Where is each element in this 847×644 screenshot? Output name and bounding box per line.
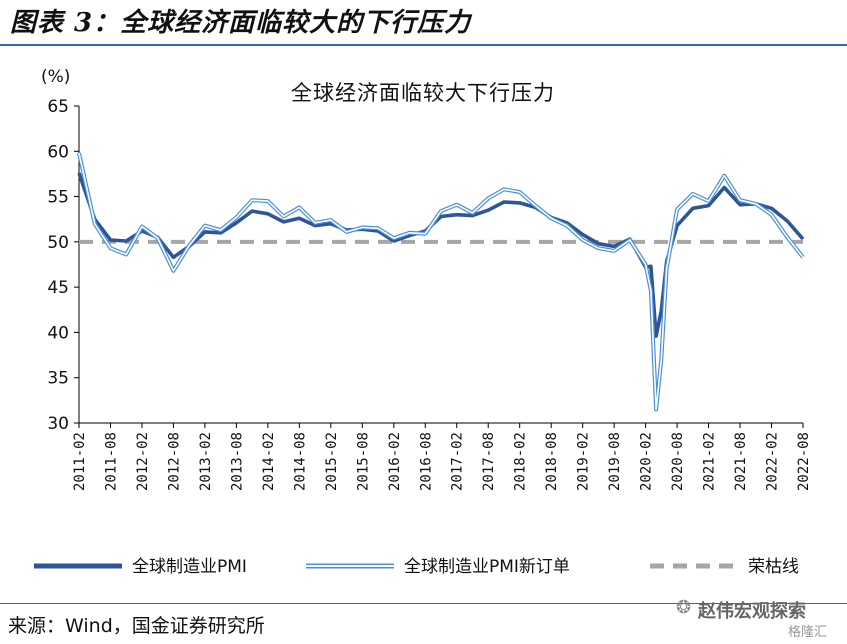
y-tick-label: 65 — [47, 97, 69, 117]
x-tick-label: 2021-02 — [702, 432, 718, 491]
pmi-line-chart: 全球经济面临较大下行压力 (%) 30 35 40 45 50 55 60 65 2011-02 20… — [34, 67, 812, 577]
legend-label: 全球制造业PMI新订单 — [404, 557, 570, 577]
series-line-pmi — [77, 172, 805, 338]
bottom-divider — [0, 603, 847, 604]
x-tick-label: 2018-08 — [544, 432, 560, 491]
x-tick-label: 2020-02 — [639, 432, 655, 491]
x-tick-label: 2012-02 — [135, 432, 151, 491]
y-tick-label: 30 — [47, 414, 69, 434]
x-tick-label: 2017-08 — [481, 432, 497, 491]
x-tick-label: 2015-08 — [355, 432, 371, 491]
x-tick-label: 2022-08 — [796, 432, 812, 491]
figure-title: 图表 3：全球经济面临较大的下行压力 — [10, 8, 472, 38]
y-tick-label: 60 — [47, 142, 69, 162]
watermark-sub: 格隆汇 — [788, 625, 828, 640]
x-tick-label: 2015-02 — [324, 432, 340, 491]
source-note: 来源：Wind，国金证券研究所 — [8, 615, 265, 637]
chart-title: 全球经济面临较大下行压力 — [291, 81, 555, 105]
chart-legend: 全球制造业PMI 全球制造业PMI新订单 荣枯线 — [34, 557, 799, 577]
y-tick-label: 45 — [47, 278, 69, 298]
series-line-new-orders-outer — [77, 152, 805, 412]
x-tick-label: 2016-02 — [387, 432, 403, 491]
top-divider — [0, 44, 847, 46]
x-tick-label: 2013-08 — [229, 432, 245, 491]
x-tick-label: 2013-02 — [198, 432, 214, 491]
wechat-icon: ❂ — [676, 597, 692, 618]
y-axis-unit: (%) — [41, 67, 70, 87]
chart-marks — [77, 152, 805, 412]
x-tick-label: 2021-08 — [733, 432, 749, 491]
x-tick-label: 2018-02 — [513, 432, 529, 491]
x-tick-label: 2022-02 — [765, 432, 781, 491]
x-tick-label: 2019-02 — [576, 432, 592, 491]
watermark: ❂ 赵伟宏观探索 格隆汇 — [676, 597, 841, 641]
watermark-name: 赵伟宏观探索 — [698, 601, 806, 622]
x-tick-label: 2017-02 — [450, 432, 466, 491]
y-tick-label: 35 — [47, 369, 69, 389]
x-tick-label: 2012-08 — [166, 432, 182, 491]
x-tick-label: 2011-08 — [103, 432, 119, 491]
x-tick-label: 2016-08 — [418, 432, 434, 491]
series-line-new-orders-inner — [78, 152, 804, 411]
chart-axes: 全球经济面临较大下行压力 (%) 30 35 40 45 50 55 60 65 2011-02 20… — [41, 67, 812, 491]
x-tick-label: 2020-08 — [670, 432, 686, 491]
x-tick-label: 2014-08 — [292, 432, 308, 491]
y-tick-label: 40 — [47, 323, 69, 343]
y-tick-label: 55 — [47, 188, 69, 208]
legend-label: 全球制造业PMI — [132, 557, 247, 577]
x-tick-label: 2014-02 — [261, 432, 277, 491]
x-tick-label: 2019-08 — [607, 432, 623, 491]
legend-label: 荣枯线 — [748, 557, 799, 577]
y-tick-label: 50 — [47, 233, 69, 253]
x-tick-label: 2011-02 — [72, 432, 88, 491]
